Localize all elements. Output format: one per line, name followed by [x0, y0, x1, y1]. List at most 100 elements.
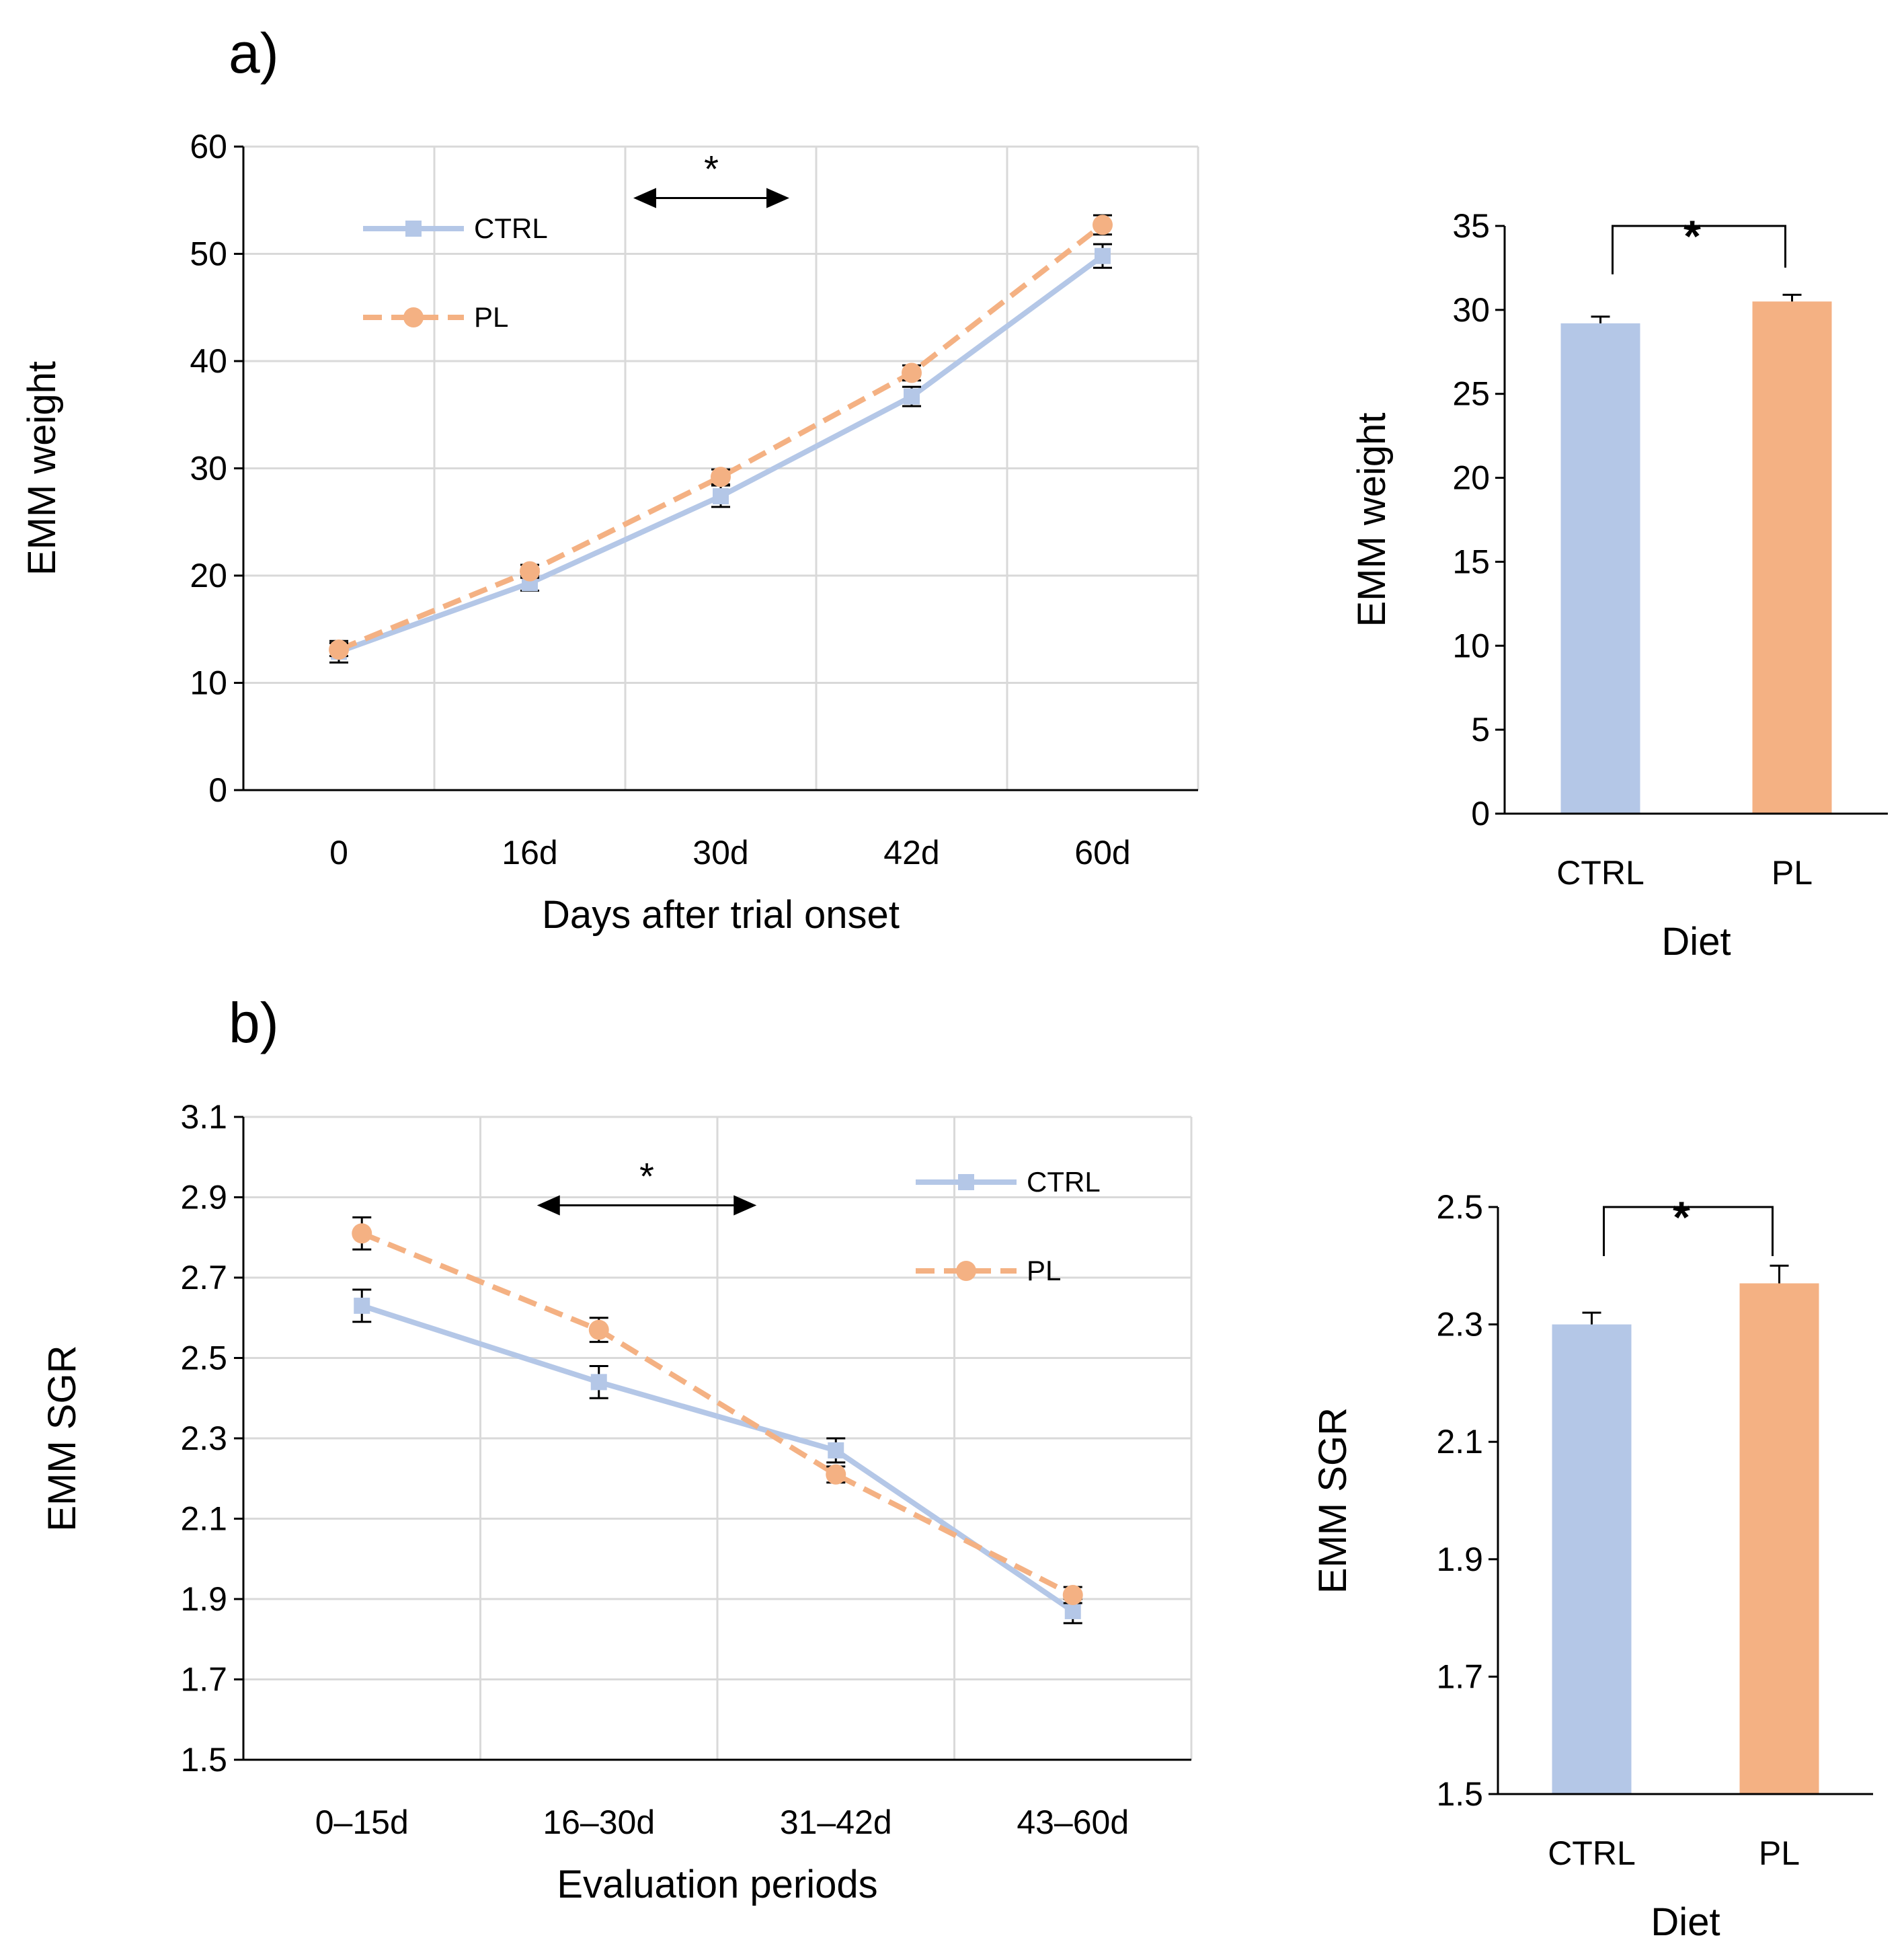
- a-bar-chart: 0 5 10 15 20 25 30 35 CTRL PL Diet EMM weight *: [1350, 207, 1888, 964]
- bar-pl: [1752, 301, 1832, 814]
- y-tick-label: 10: [1452, 627, 1490, 664]
- significance-star: *: [704, 148, 719, 190]
- data-point-pl: [1093, 215, 1113, 235]
- significance-star: *: [1683, 211, 1701, 261]
- a-line-chart: a) 0 10 20 30 40 50 60 0 16d 30d 42d 60d Days after t…: [20, 22, 1199, 937]
- x-tick-label: 16–30d: [543, 1803, 655, 1841]
- y-tick-label: 30: [190, 450, 227, 488]
- legend-label-pl: PL: [1027, 1255, 1061, 1286]
- legend-label-ctrl: CTRL: [1027, 1166, 1101, 1198]
- bar-ctrl: [1552, 1324, 1632, 1794]
- significance-bracket: [1603, 1206, 1774, 1256]
- data-point-pl: [1062, 1585, 1083, 1606]
- x-tick-label: 0–15d: [315, 1803, 409, 1841]
- series-pl: [329, 214, 1113, 660]
- y-axis-title: EMM SGR: [40, 1345, 84, 1531]
- y-tick-label: 2.3: [180, 1420, 227, 1457]
- legend-label-ctrl: CTRL: [474, 212, 548, 244]
- x-axis-title: Diet: [1651, 1900, 1720, 1944]
- y-tick-label: 10: [190, 664, 227, 702]
- y-tick-label: 2.5: [180, 1339, 227, 1377]
- y-tick-label: 2.3: [1436, 1306, 1483, 1344]
- legend-marker-ctrl: [405, 221, 422, 237]
- data-point-pl: [902, 362, 922, 383]
- data-point-pl: [588, 1319, 609, 1340]
- y-tick-label: 20: [190, 557, 227, 594]
- y-tick-label: 50: [190, 235, 227, 273]
- legend-marker-pl: [403, 307, 424, 327]
- data-point-ctrl: [1095, 247, 1111, 264]
- significance-star: *: [639, 1155, 654, 1197]
- data-point-ctrl: [1064, 1602, 1081, 1619]
- y-tick-label: 25: [1452, 375, 1490, 413]
- panel-label: b): [229, 991, 279, 1054]
- y-tick-label: 1.5: [180, 1741, 227, 1779]
- data-point-pl: [711, 467, 731, 488]
- y-tick-label: 1.9: [1436, 1541, 1483, 1578]
- x-axis-title: Diet: [1661, 920, 1731, 964]
- y-tick-label: 2.7: [180, 1259, 227, 1296]
- legend-marker-pl: [956, 1261, 976, 1281]
- arrow-head-left: [537, 1195, 560, 1216]
- x-tick-label: 60d: [1074, 834, 1130, 871]
- x-tick-label: 42d: [883, 834, 939, 871]
- y-tick-label: 0: [1471, 795, 1490, 832]
- series-ctrl: [352, 1288, 1082, 1625]
- series-pl: [352, 1216, 1083, 1606]
- series-line-pl: [360, 1231, 1074, 1598]
- x-axis-title: Days after trial onset: [542, 893, 900, 937]
- data-point-pl: [520, 561, 540, 582]
- x-axis-title: Evaluation periods: [557, 1863, 877, 1906]
- x-tick-label: PL: [1772, 854, 1813, 892]
- arrow-head-right: [766, 188, 789, 208]
- data-point-pl: [826, 1464, 846, 1485]
- series-line-pl: [338, 223, 1105, 652]
- x-tick-label: 31–42d: [780, 1803, 892, 1841]
- b-bar-chart: 1.5 1.7 1.9 2.1 2.3 2.5 CTRL PL Diet EMM SGR *: [1311, 1188, 1873, 1944]
- data-point-ctrl: [828, 1442, 844, 1459]
- x-tick-label: CTRL: [1556, 854, 1644, 892]
- data-point-pl: [352, 1223, 372, 1244]
- x-tick-label: PL: [1759, 1834, 1800, 1872]
- x-tick-label: 0: [329, 834, 348, 871]
- arrow-head-right: [733, 1195, 757, 1216]
- y-axis-title: EMM weight: [1350, 412, 1394, 627]
- y-tick-label: 2.9: [180, 1179, 227, 1216]
- panel-label: a): [229, 22, 279, 85]
- y-tick-label: 1.7: [180, 1661, 227, 1699]
- series-line-ctrl: [361, 1303, 1074, 1614]
- y-tick-label: 60: [190, 128, 227, 165]
- y-tick-label: 20: [1452, 459, 1490, 497]
- y-tick-label: 2.5: [1436, 1188, 1483, 1226]
- legend-label-pl: PL: [474, 301, 508, 333]
- b-line-chart: b) 1.5 1.7 1.9 2.1 2.3 2.5 2.7 2.9 3.1 0–15d 16–30d…: [40, 991, 1193, 1906]
- data-point-ctrl: [904, 388, 920, 405]
- data-point-ctrl: [713, 488, 729, 504]
- legend-marker-ctrl: [958, 1174, 974, 1190]
- bar-pl: [1739, 1283, 1819, 1794]
- x-tick-label: 43–60d: [1017, 1803, 1129, 1841]
- y-tick-label: 1.9: [180, 1580, 227, 1618]
- x-tick-label: 30d: [692, 834, 748, 871]
- y-tick-label: 1.7: [1436, 1658, 1483, 1695]
- significance-bracket: [1612, 225, 1786, 274]
- arrow-head-left: [633, 188, 656, 208]
- data-point-ctrl: [354, 1297, 370, 1314]
- bar-ctrl: [1560, 323, 1640, 814]
- y-tick-label: 1.5: [1436, 1775, 1483, 1813]
- y-tick-label: 5: [1471, 711, 1490, 748]
- y-tick-label: 30: [1452, 291, 1490, 329]
- y-axis-title: EMM SGR: [1311, 1407, 1355, 1594]
- x-tick-label: CTRL: [1548, 1834, 1636, 1872]
- y-tick-label: 2.1: [180, 1500, 227, 1538]
- y-tick-label: 40: [190, 342, 227, 380]
- y-axis-title: EMM weight: [20, 361, 64, 576]
- y-tick-label: 15: [1452, 543, 1490, 580]
- x-tick-label: 16d: [502, 834, 557, 871]
- data-point-pl: [329, 639, 349, 660]
- y-tick-label: 3.1: [180, 1098, 227, 1136]
- y-tick-label: 35: [1452, 207, 1490, 245]
- data-point-ctrl: [590, 1374, 607, 1391]
- significance-star: *: [1673, 1192, 1690, 1242]
